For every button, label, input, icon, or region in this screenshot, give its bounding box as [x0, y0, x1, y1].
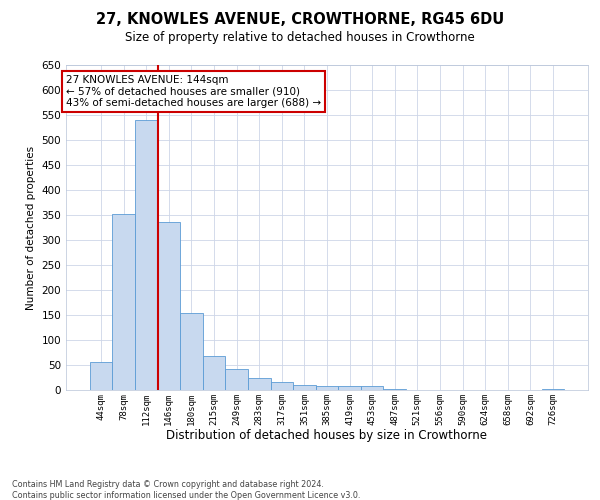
Text: Size of property relative to detached houses in Crowthorne: Size of property relative to detached ho…	[125, 31, 475, 44]
Bar	[135, 120, 158, 390]
Text: 27 KNOWLES AVENUE: 144sqm
← 57% of detached houses are smaller (910)
43% of semi: 27 KNOWLES AVENUE: 144sqm ← 57% of detac…	[66, 74, 321, 108]
Bar	[293, 385, 316, 390]
Bar	[226, 369, 248, 390]
Bar	[248, 378, 271, 390]
Bar	[316, 386, 338, 390]
Bar	[361, 386, 383, 390]
Bar	[90, 362, 112, 390]
Bar	[180, 312, 203, 390]
Bar	[383, 389, 406, 390]
Bar	[203, 356, 226, 390]
Bar	[338, 386, 361, 390]
Bar	[158, 222, 180, 390]
Bar	[542, 389, 564, 390]
X-axis label: Distribution of detached houses by size in Crowthorne: Distribution of detached houses by size …	[167, 429, 487, 442]
Y-axis label: Number of detached properties: Number of detached properties	[26, 146, 36, 310]
Text: 27, KNOWLES AVENUE, CROWTHORNE, RG45 6DU: 27, KNOWLES AVENUE, CROWTHORNE, RG45 6DU	[96, 12, 504, 28]
Bar	[271, 382, 293, 390]
Text: Contains HM Land Registry data © Crown copyright and database right 2024.
Contai: Contains HM Land Registry data © Crown c…	[12, 480, 361, 500]
Bar	[112, 214, 135, 390]
